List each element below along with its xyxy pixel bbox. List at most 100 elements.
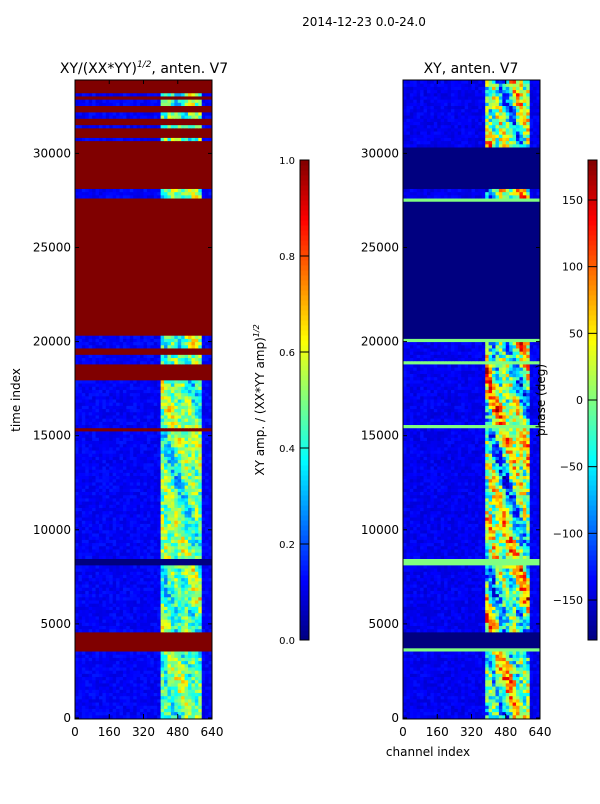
heatmap-cell bbox=[78, 476, 82, 480]
heatmap-cell bbox=[195, 504, 199, 508]
heatmap-cell bbox=[140, 651, 144, 655]
heatmap-cell bbox=[113, 469, 117, 473]
heatmap-cell bbox=[164, 389, 168, 393]
heatmap-cell bbox=[188, 555, 192, 559]
heatmap-cell bbox=[171, 482, 175, 486]
heatmap-cell bbox=[205, 358, 209, 362]
heatmap-cell bbox=[202, 517, 206, 521]
heatmap-cell bbox=[205, 517, 209, 521]
heatmap-cell bbox=[458, 708, 462, 712]
heatmap-cell bbox=[157, 137, 161, 141]
heatmap-cell bbox=[178, 504, 182, 508]
heatmap-cell bbox=[154, 393, 158, 397]
heatmap-cell bbox=[164, 692, 168, 696]
heatmap-cell bbox=[75, 606, 79, 610]
heatmap-cell bbox=[174, 555, 178, 559]
heatmap-cell bbox=[96, 543, 100, 547]
heatmap-cell bbox=[157, 625, 161, 629]
heatmap-cell bbox=[144, 664, 148, 668]
heatmap-cell bbox=[205, 533, 209, 537]
heatmap-cell bbox=[85, 705, 89, 709]
heatmap-cell bbox=[75, 409, 79, 413]
heatmap-cell bbox=[120, 450, 124, 454]
heatmap-cell bbox=[191, 523, 195, 527]
heatmap-cell bbox=[140, 342, 144, 346]
heatmap-cell bbox=[99, 482, 103, 486]
heatmap-cell bbox=[102, 383, 106, 387]
heatmap-cell bbox=[178, 431, 182, 435]
heatmap-cell bbox=[205, 402, 209, 406]
heatmap-cell bbox=[120, 692, 124, 696]
heatmap-cell bbox=[167, 549, 171, 553]
heatmap-cell bbox=[113, 409, 117, 413]
heatmap-cell bbox=[472, 712, 476, 716]
heatmap-cell bbox=[78, 399, 82, 403]
heatmap-cell bbox=[133, 338, 137, 342]
heatmap-cell bbox=[178, 600, 182, 604]
heatmap-cell bbox=[78, 511, 82, 515]
heatmap-cell bbox=[178, 415, 182, 419]
heatmap-cell bbox=[174, 488, 178, 492]
heatmap-cell bbox=[154, 622, 158, 626]
heatmap-cell bbox=[126, 530, 130, 534]
heatmap-cell bbox=[120, 488, 124, 492]
heatmap-cell bbox=[195, 539, 199, 543]
heatmap-cell bbox=[202, 415, 206, 419]
heatmap-cell bbox=[167, 664, 171, 668]
heatmap-cell bbox=[154, 594, 158, 598]
heatmap-cell bbox=[167, 345, 171, 349]
heatmap-cell bbox=[78, 530, 82, 534]
heatmap-cell bbox=[140, 479, 144, 483]
heatmap-cell bbox=[195, 112, 199, 116]
heatmap-cell bbox=[157, 549, 161, 553]
heatmap-cell bbox=[154, 380, 158, 384]
heatmap-cell bbox=[181, 571, 185, 575]
heatmap-cell bbox=[147, 629, 151, 633]
heatmap-cell bbox=[178, 543, 182, 547]
heatmap-cell bbox=[82, 712, 86, 716]
heatmap-cell bbox=[205, 651, 209, 655]
heatmap-cell bbox=[195, 472, 199, 476]
heatmap-cell bbox=[75, 712, 79, 716]
heatmap-cell bbox=[89, 450, 93, 454]
heatmap-cell bbox=[147, 683, 151, 687]
heatmap-cell bbox=[130, 651, 134, 655]
heatmap-cell bbox=[106, 345, 110, 349]
heatmap-cell bbox=[133, 702, 137, 706]
heatmap-cell bbox=[191, 715, 195, 719]
heatmap-cell bbox=[202, 393, 206, 397]
heatmap-cell bbox=[102, 99, 106, 103]
heatmap-cell bbox=[164, 498, 168, 502]
heatmap-cell bbox=[198, 610, 202, 614]
heatmap-cell bbox=[198, 606, 202, 610]
heatmap-cell bbox=[92, 661, 96, 665]
heatmap-cell bbox=[523, 699, 527, 703]
heatmap-cell bbox=[102, 533, 106, 537]
heatmap-cell bbox=[150, 495, 154, 499]
heatmap-cell bbox=[109, 629, 113, 633]
heatmap-cell bbox=[126, 482, 130, 486]
heatmap-cell bbox=[164, 539, 168, 543]
heatmap-cell bbox=[116, 571, 120, 575]
heatmap-cell bbox=[188, 610, 192, 614]
heatmap-cell bbox=[96, 568, 100, 572]
heatmap-cell bbox=[85, 549, 89, 553]
heatmap-cell bbox=[171, 460, 175, 464]
heatmap-cell bbox=[157, 712, 161, 716]
heatmap-cell bbox=[413, 708, 417, 712]
heatmap-cell bbox=[92, 456, 96, 460]
heatmap-cell bbox=[75, 692, 79, 696]
heatmap-cell bbox=[106, 546, 110, 550]
heatmap-cell bbox=[126, 498, 130, 502]
heatmap-cell bbox=[82, 625, 86, 629]
heatmap-cell bbox=[150, 530, 154, 534]
heatmap-cell bbox=[181, 657, 185, 661]
heatmap-cell bbox=[116, 610, 120, 614]
heatmap-cell bbox=[195, 440, 199, 444]
heatmap-cell bbox=[92, 705, 96, 709]
heatmap-cell bbox=[178, 102, 182, 106]
heatmap-cell bbox=[198, 683, 202, 687]
heatmap-cell bbox=[130, 402, 134, 406]
heatmap-cell bbox=[188, 195, 192, 199]
heatmap-cell bbox=[164, 686, 168, 690]
